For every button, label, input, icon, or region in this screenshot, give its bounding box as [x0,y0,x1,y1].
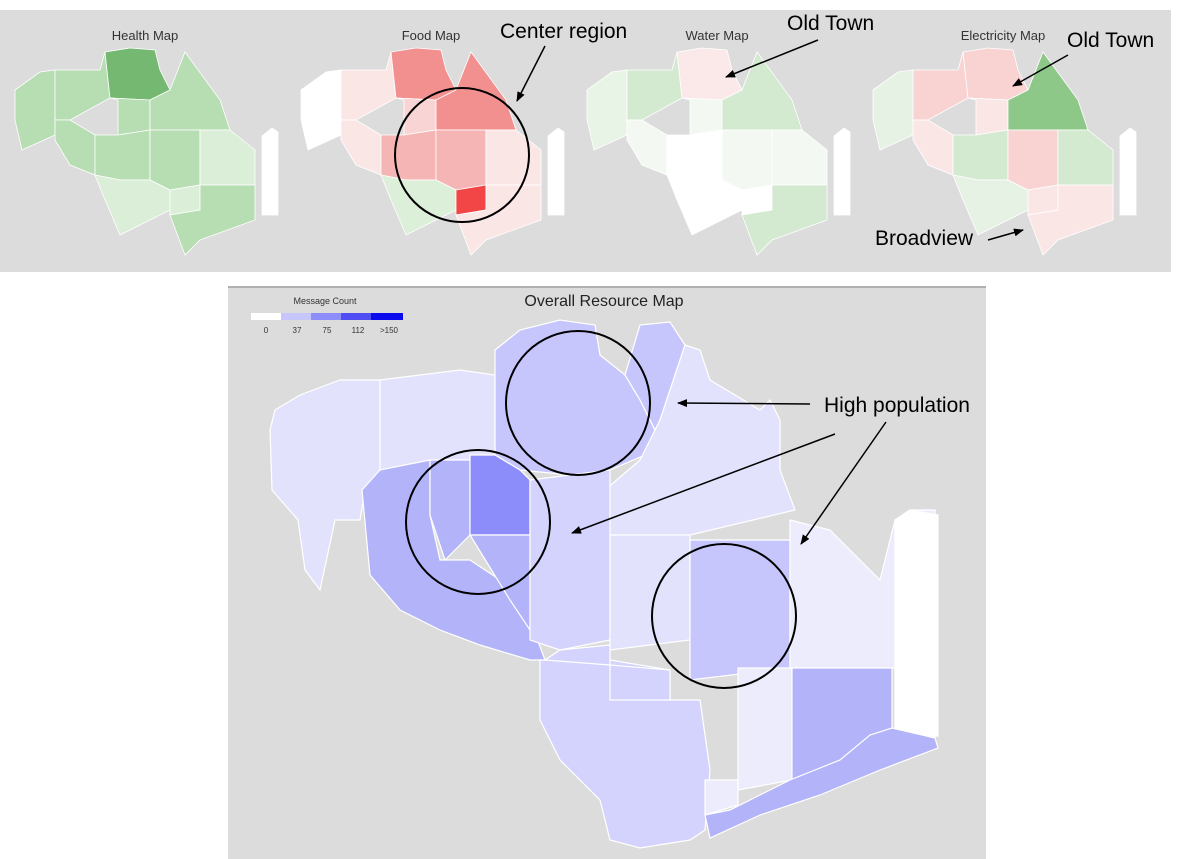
annotation-old-town-1: Old Town [787,12,874,35]
region-west[interactable] [269,379,381,592]
overall-map-title: Overall Resource Map [524,293,683,310]
region-east[interactable] [1057,129,1114,186]
region-south-mid[interactable] [543,644,671,701]
region-east[interactable] [485,129,542,186]
annotation-center-region: Center region [500,20,627,43]
region-nw[interactable] [340,51,397,121]
legend-tick-1: 37 [293,326,302,335]
old-town-1-arrow [725,39,819,78]
region-center[interactable] [952,129,1009,181]
region-center[interactable] [94,129,151,181]
region-far-east[interactable] [1119,127,1137,216]
region-center-mid[interactable] [529,469,611,651]
region-east[interactable] [771,129,828,186]
region-north-c[interactable] [681,97,723,136]
food-map[interactable]: Food Map [300,28,565,256]
region-center-w[interactable] [54,119,96,176]
region-south[interactable] [94,174,171,236]
region-center-a[interactable] [429,459,471,562]
region-coastal[interactable] [704,727,939,839]
annotation-broadview: Broadview [875,227,974,250]
legend-tick-4: >150 [380,326,399,335]
region-north-c[interactable] [967,97,1009,136]
region-nw[interactable] [626,51,683,121]
annotation-high-population: High population [824,394,970,417]
region-far-east-strip[interactable] [894,509,939,739]
high-pop-circle-center [405,449,551,595]
region-far-east[interactable] [261,127,279,216]
legend-swatch-3 [341,313,371,320]
region-east[interactable] [199,129,256,186]
broadview-arrow [987,228,1024,241]
water-map-title: Water Map [685,28,748,43]
region-nw[interactable] [54,51,111,121]
region-west[interactable] [14,69,56,151]
legend-tick-2: 75 [323,326,332,335]
health-map[interactable]: Health Map [14,28,279,256]
region-center-e[interactable] [435,129,487,191]
legend-swatch-1 [281,313,311,320]
high-pop-circle-east [651,543,797,689]
legend-swatch-4 [371,313,403,320]
high-pop-arrow-center [571,433,836,534]
region-se[interactable] [455,184,542,256]
region-se[interactable] [169,184,256,256]
health-map-title: Health Map [112,28,178,43]
legend-title: Message Count [293,296,357,306]
center-region-circle [394,87,530,223]
high-pop-arrow-north [677,399,811,408]
water-map[interactable]: Water Map [586,28,851,256]
region-se[interactable] [737,667,793,791]
region-old-town[interactable] [390,47,457,101]
old-town-2-arrow [1012,54,1069,87]
region-north-c[interactable] [109,97,151,136]
region-north-c[interactable] [395,97,437,136]
high-pop-circle-north [505,330,651,476]
region-center-w[interactable] [340,119,382,176]
region-far-east[interactable] [547,127,565,216]
region-center[interactable] [380,129,437,181]
legend-tick-3: 112 [352,326,365,335]
region-east-c[interactable] [609,534,691,651]
region-center[interactable] [666,129,723,181]
high-pop-arrow-east [800,421,887,545]
region-se[interactable] [1027,184,1114,256]
legend-swatch-0 [251,313,281,320]
center-region-arrow [516,45,546,102]
region-old-town[interactable] [962,47,1029,101]
region-west[interactable] [872,69,914,151]
region-center-w[interactable] [626,119,668,176]
region-center-e[interactable] [721,129,773,191]
region-se[interactable] [741,184,828,256]
legend-tick-0: 0 [264,326,269,335]
region-east-high[interactable] [689,539,791,681]
region-west[interactable] [586,69,628,151]
region-old-town[interactable] [104,47,171,101]
legend-swatch-2 [311,313,341,320]
region-south[interactable] [666,174,743,236]
electricity-map-title: Electricity Map [961,28,1046,43]
region-nw[interactable] [912,51,969,121]
region-center-w[interactable] [912,119,954,176]
region-center-e[interactable] [149,129,201,191]
region-far-east[interactable] [833,127,851,216]
food-map-title: Food Map [402,28,461,43]
legend: Message Count 0 37 75 112 >150 [251,296,403,335]
annotation-old-town-2: Old Town [1067,29,1154,52]
region-south[interactable] [952,174,1029,236]
electricity-map[interactable]: Electricity Map [872,28,1137,256]
region-broadview[interactable] [704,779,739,816]
region-center-e[interactable] [1007,129,1059,191]
region-ne[interactable] [604,344,796,536]
overall-map-regions[interactable] [269,319,939,849]
region-west[interactable] [300,69,342,151]
